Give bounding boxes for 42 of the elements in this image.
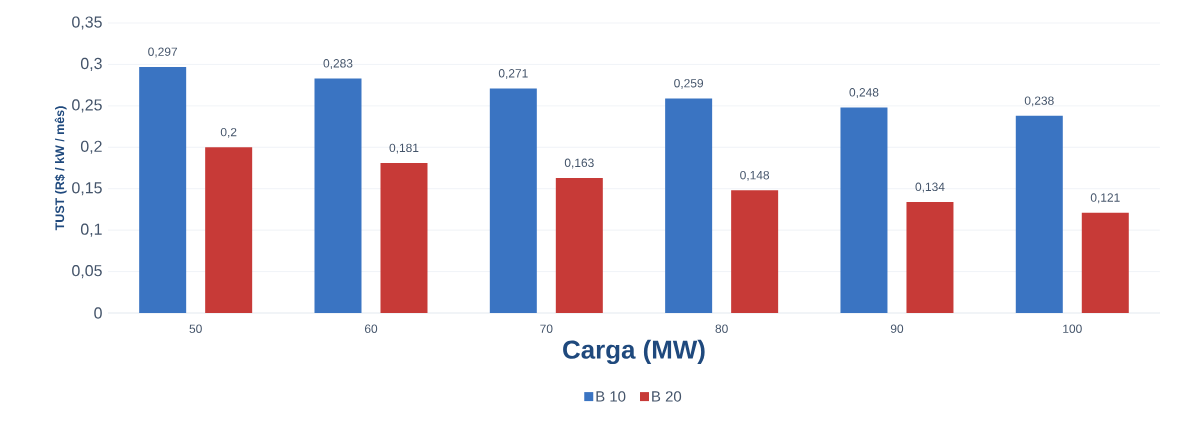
x-tick-label: 60 (364, 324, 378, 333)
data-label: 0,148 (740, 170, 770, 181)
x-axis-title: Carga (MW) (563, 339, 705, 365)
x-tick-label: 80 (715, 324, 728, 333)
y-tick-label: 0,25 (72, 99, 102, 113)
data-label: 0,283 (323, 59, 353, 69)
data-label: 0,248 (849, 88, 879, 98)
y-tick-label: 0,1 (80, 223, 102, 237)
y-tick-label: 0,15 (72, 182, 102, 196)
bar (731, 190, 779, 313)
data-label: 0,134 (915, 182, 945, 193)
y-tick-label: 0,05 (72, 264, 102, 279)
bar (139, 66, 187, 313)
x-tick-label: 70 (540, 324, 553, 333)
bar (840, 107, 888, 313)
data-label: 0,163 (564, 158, 594, 169)
legend-label: B 10 (596, 391, 626, 402)
legend-label: B 20 (652, 391, 682, 402)
bar (489, 88, 537, 313)
data-label: 0,2 (220, 127, 237, 138)
data-label: 0,259 (674, 79, 704, 89)
data-label: 0,238 (1024, 96, 1054, 107)
bar (906, 201, 954, 313)
bar (314, 78, 362, 313)
y-axis-title: TUST (R$ / kW / mês) (54, 106, 67, 231)
x-tick-label: 100 (1063, 324, 1082, 333)
bar (1081, 212, 1129, 313)
data-label: 0,121 (1090, 193, 1120, 204)
bar (665, 98, 713, 313)
y-tick-label: 0,3 (80, 57, 102, 72)
y-tick-label: 0,35 (72, 16, 102, 30)
y-tick-label: 0 (94, 307, 102, 319)
y-tick-label: 0,2 (80, 140, 102, 154)
bar (205, 147, 253, 313)
bar (380, 163, 428, 313)
data-label: 0,297 (148, 47, 178, 58)
bar (1015, 115, 1063, 313)
data-label: 0,271 (498, 69, 528, 79)
bar (555, 177, 603, 313)
data-label: 0,181 (389, 143, 419, 154)
x-tick-label: 50 (189, 324, 202, 333)
x-tick-label: 90 (890, 324, 904, 333)
